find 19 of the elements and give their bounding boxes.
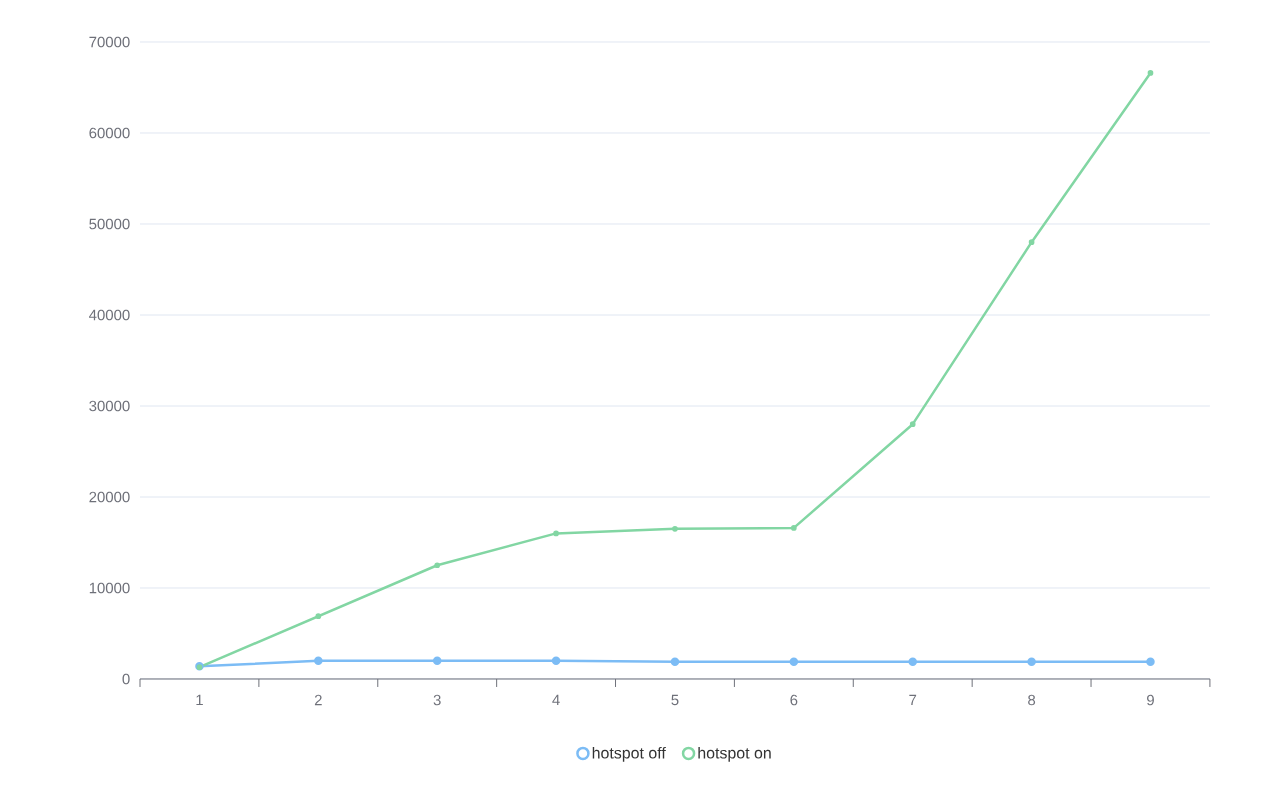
x-tick-label: 4 [552,694,560,706]
y-tick-label: 20000 [89,491,130,503]
y-tick-label: 40000 [89,309,130,321]
y-tick-label: 70000 [89,36,130,48]
y-tick-label: 0 [122,673,130,685]
x-tick-label: 3 [433,694,441,706]
y-tick-label: 60000 [89,127,130,139]
x-tick-label: 2 [314,694,322,706]
legend-label: hotspot off [592,746,666,762]
y-tick-label: 50000 [89,218,130,230]
x-tick-label: 9 [1147,694,1154,706]
y-tick-label: 30000 [89,400,130,412]
x-tick-label: 8 [1028,694,1036,706]
x-tick-label: 6 [790,694,798,706]
y-tick-label: 10000 [89,582,130,594]
legend-label: hotspot on [698,746,771,762]
x-tick-label: 5 [671,694,679,706]
x-tick-label: 1 [196,694,203,706]
x-tick-label: 7 [909,694,917,706]
